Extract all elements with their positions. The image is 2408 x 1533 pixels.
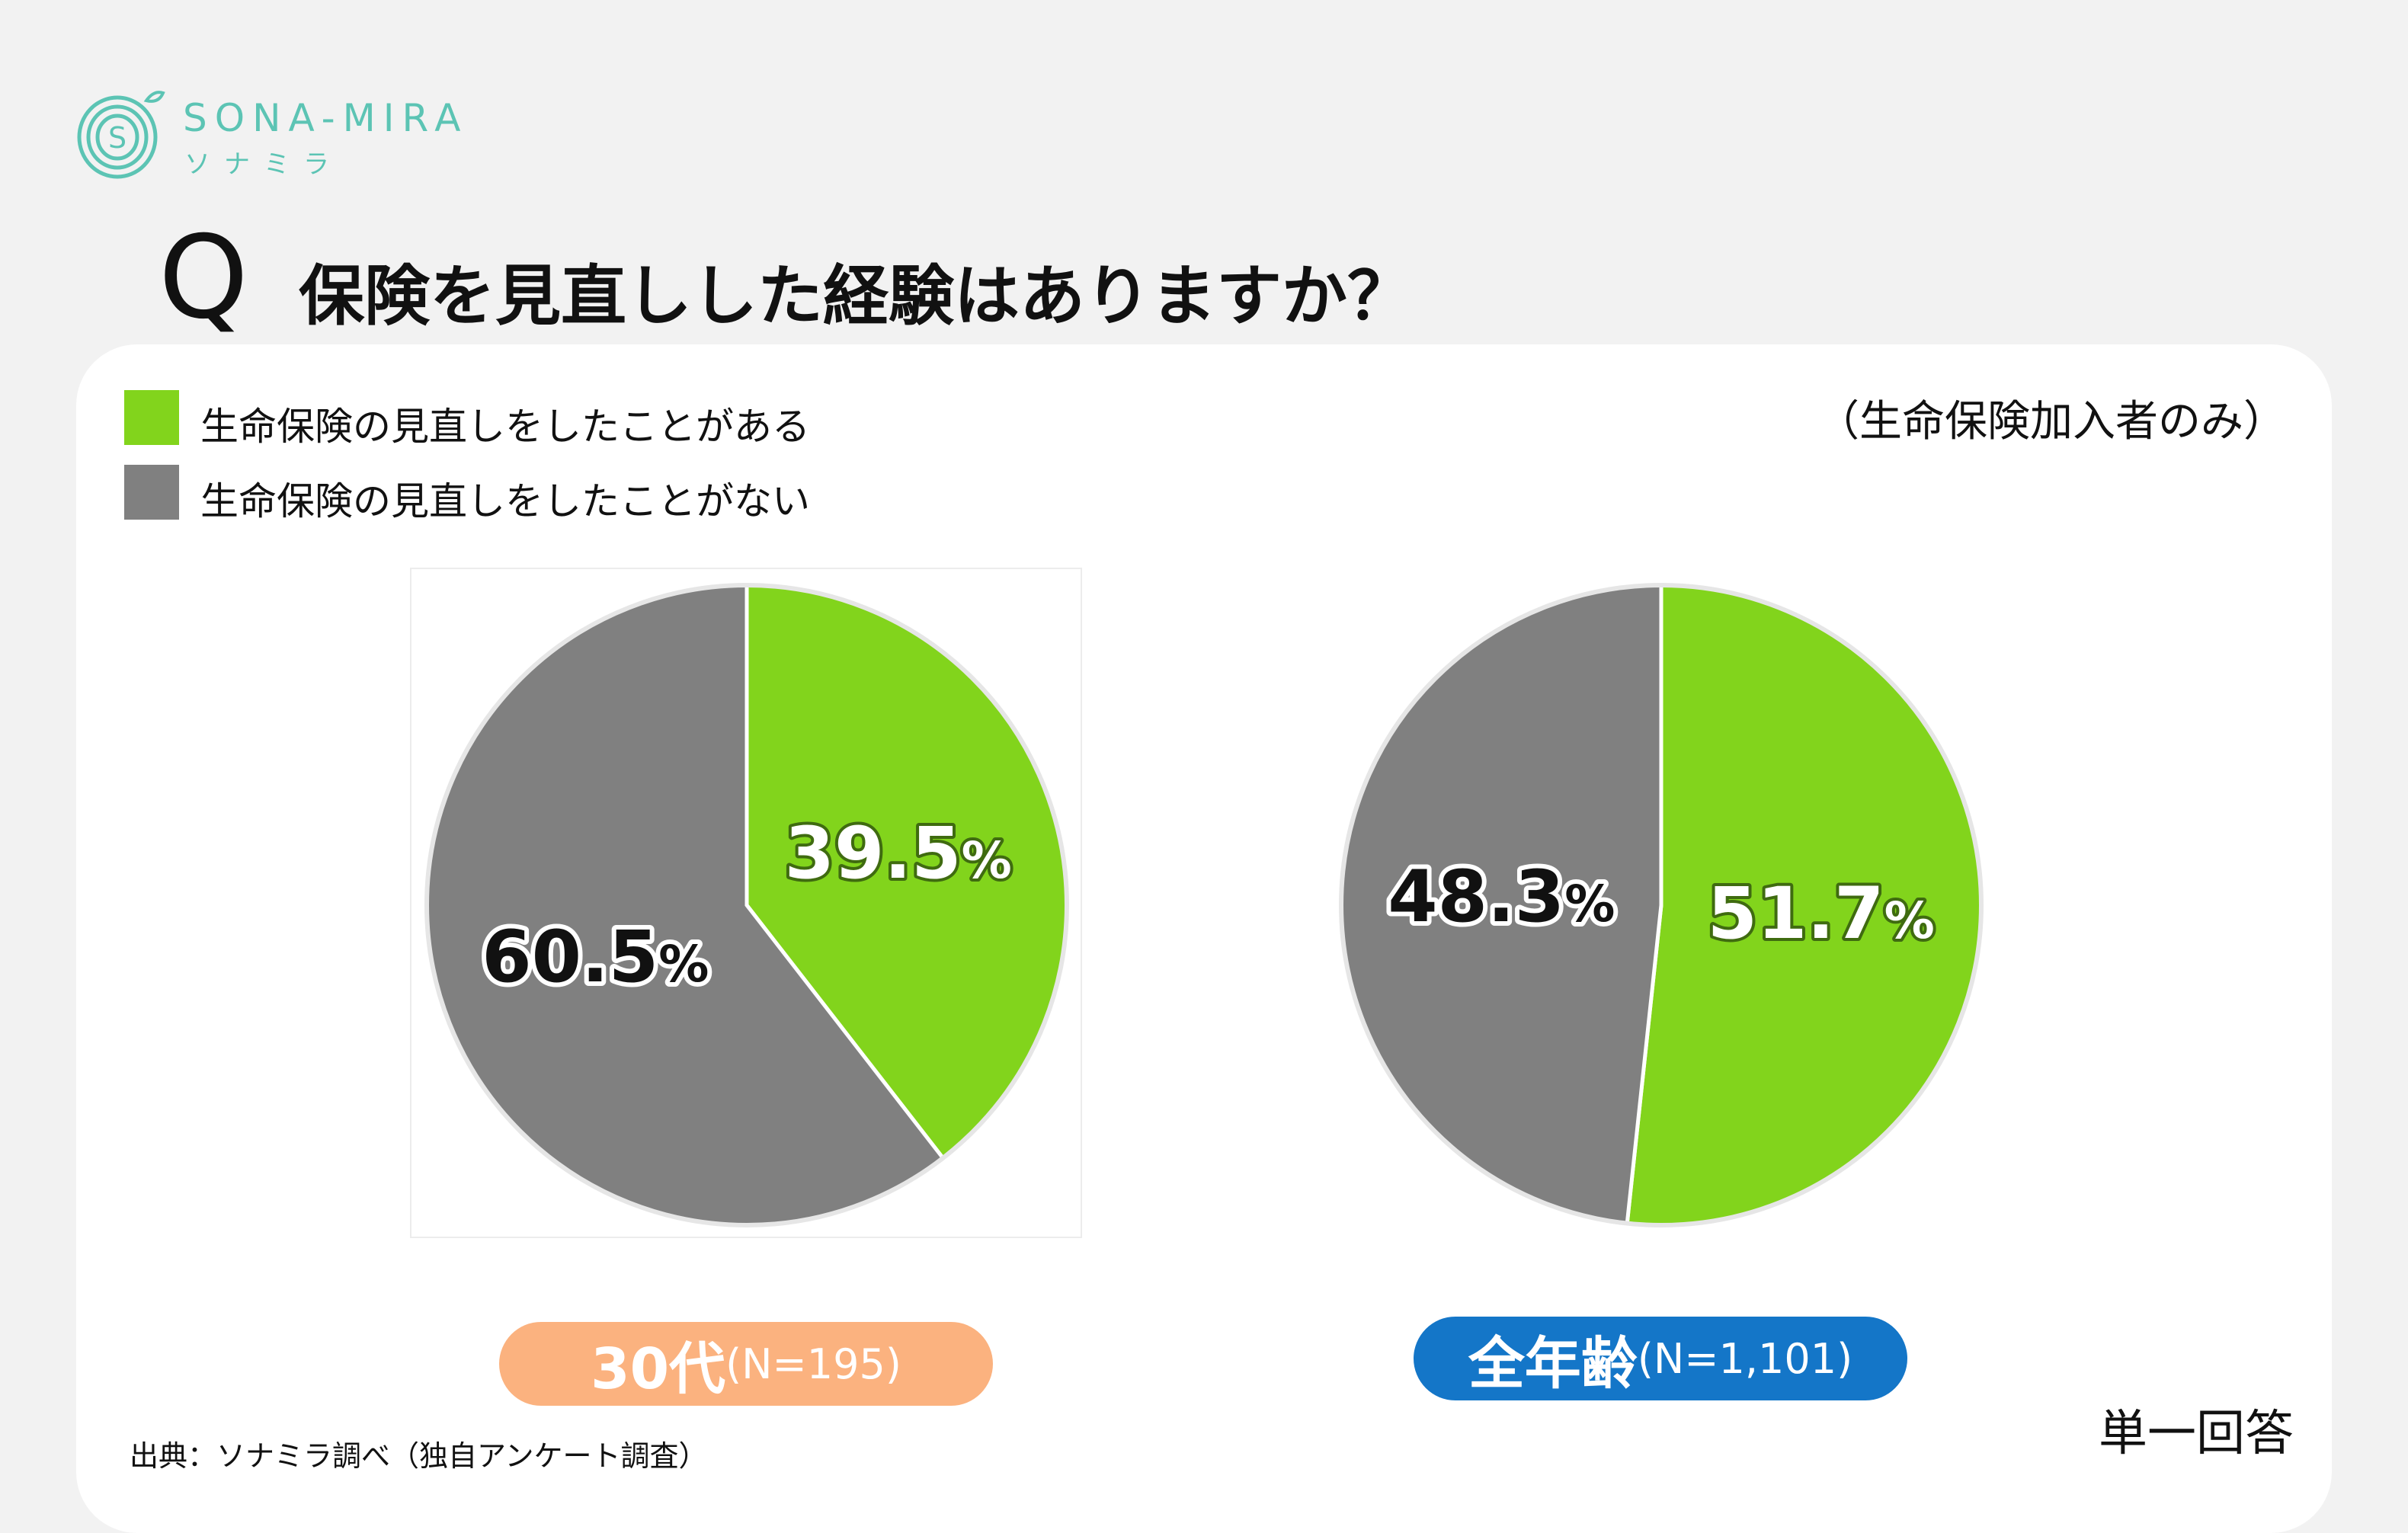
- slice-value-unit: %: [962, 831, 1012, 890]
- answer-type: 単一回答: [2099, 1406, 2294, 1462]
- group-label: 30代: [591, 1336, 726, 1402]
- slice-value-number: 60.5: [482, 916, 658, 999]
- pie-chart-all-ages: 51.7%48.3%: [1339, 583, 1984, 1227]
- logo-subtext: ソナミラ: [184, 149, 343, 180]
- logo-text: SONA-MIRA: [183, 96, 469, 140]
- slice-value-label: 51.7%: [1708, 872, 1935, 955]
- pie-chart-30s: 39.5%60.5%: [424, 583, 1069, 1227]
- slice-value-unit: %: [1884, 891, 1935, 950]
- group-label: 全年齢: [1468, 1330, 1638, 1397]
- slice-value-number: 48.3: [1388, 856, 1564, 939]
- logo: S SONA-MIRA ソナミラ: [76, 82, 503, 181]
- legend-label: 生命保険の見直しをしたことがある: [200, 405, 810, 449]
- sample-size: (N=195): [725, 1339, 901, 1388]
- slice-value-number: 51.7: [1708, 872, 1884, 955]
- logo-mark-icon: S: [77, 91, 165, 179]
- scope-note: （生命保険加入者のみ）: [1817, 397, 2286, 446]
- slice-value-unit: %: [658, 935, 709, 994]
- source-note: 出典：ソナミラ調べ（独自アンケート調査）: [130, 1439, 708, 1473]
- pie-outline: [1339, 583, 1984, 1227]
- slice-value-label: 48.3%: [1388, 856, 1615, 939]
- pie-outline: [424, 583, 1069, 1227]
- group-pill-30s: 30代 (N=195): [499, 1322, 993, 1406]
- chart-frame: [410, 568, 1082, 1238]
- legend-label: 生命保険の見直しをしたことがない: [200, 479, 810, 523]
- group-pill-all-ages: 全年齢 (N=1,101): [1414, 1317, 1907, 1400]
- svg-text:S: S: [108, 121, 126, 155]
- legend-swatch-gray: [124, 465, 179, 520]
- legend-swatch-green: [124, 390, 179, 445]
- slice-value-number: 39.5: [785, 812, 962, 895]
- slice-value-label: 60.5%: [482, 916, 709, 999]
- question-letter: Q: [159, 212, 249, 344]
- question-title: 保険を見直しした経験はありますか？: [299, 258, 1413, 334]
- slice-value-label: 39.5%: [785, 812, 1012, 895]
- slice-value-unit: %: [1564, 875, 1615, 933]
- sample-size: (N=1,101): [1637, 1334, 1853, 1383]
